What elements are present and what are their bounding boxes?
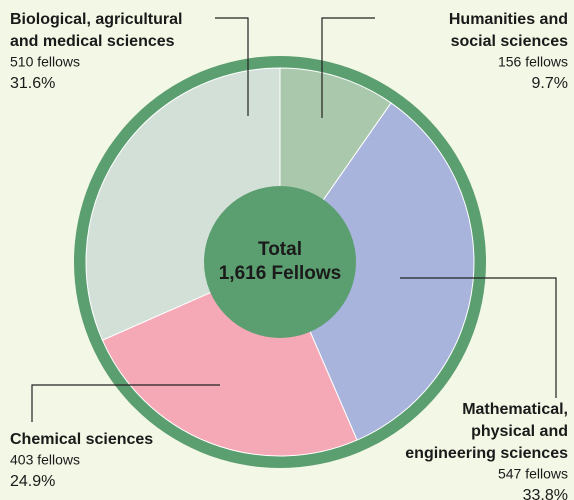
percent-label: 31.6% [10, 75, 55, 92]
percent-label: 9.7% [532, 75, 568, 92]
center-circle [204, 186, 356, 338]
category-label: Biological, agricultural [10, 11, 182, 28]
count-label: 156 fellows [498, 54, 568, 70]
category-label: and medical sciences [10, 33, 175, 50]
count-label: 403 fellows [10, 452, 80, 468]
slice [279, 102, 475, 441]
leader-line [215, 17, 249, 116]
leader-line [31, 384, 220, 422]
leader-line [321, 17, 375, 118]
leader-line [400, 277, 557, 398]
category-label: Mathematical, [462, 401, 568, 418]
center-label: Total [258, 239, 302, 260]
count-label: 510 fellows [10, 54, 80, 70]
category-label: engineering sciences [405, 445, 568, 462]
category-label: Chemical sciences [10, 431, 153, 448]
category-label: physical and [471, 423, 568, 440]
center-label: 1,616 Fellows [219, 263, 342, 284]
count-label: 547 fellows [498, 466, 568, 482]
percent-label: 24.9% [10, 473, 55, 490]
category-label: social sciences [451, 33, 569, 50]
percent-label: 33.8% [523, 487, 568, 500]
category-label: Humanities and [449, 11, 568, 28]
